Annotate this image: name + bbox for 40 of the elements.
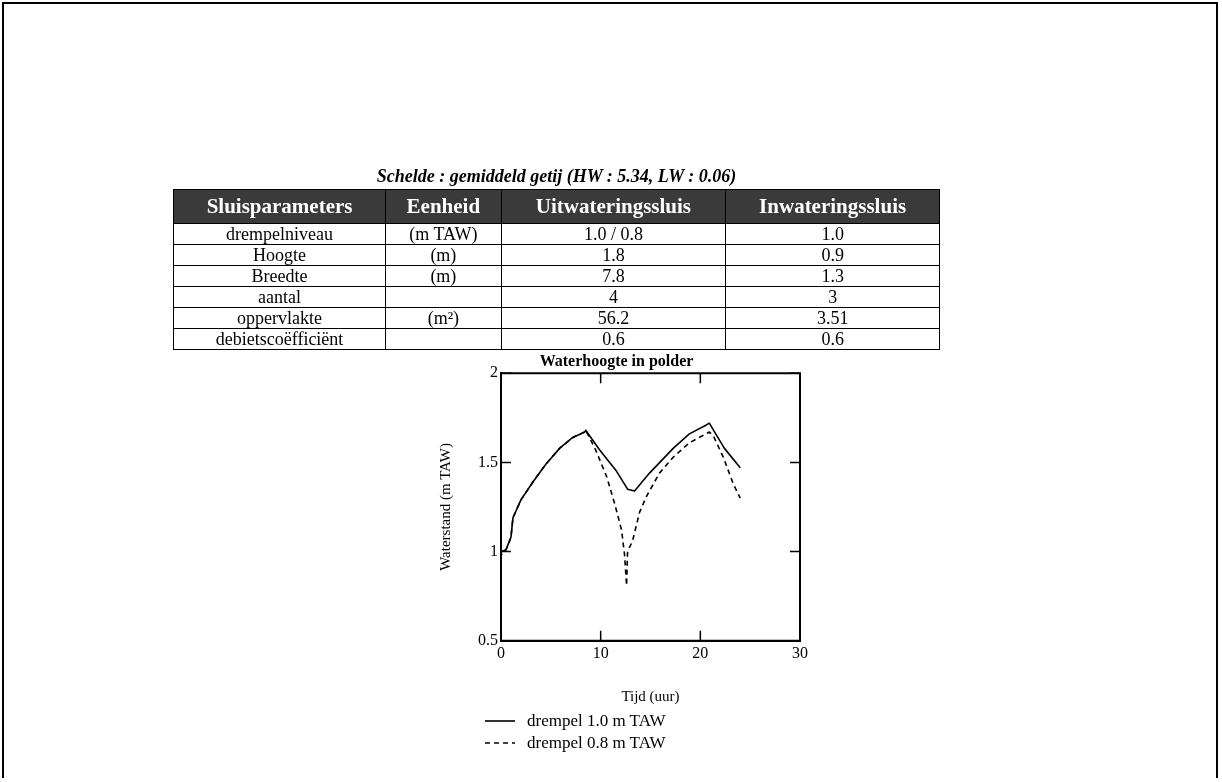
text: 1.8 [602, 245, 625, 265]
x-tick-label: 30 [792, 643, 808, 661]
text: 1.0 [821, 224, 844, 244]
text: 4 [608, 287, 618, 307]
y-tick-label: 2 [490, 363, 498, 381]
text: 3 [828, 287, 838, 307]
text: 7.8 [602, 266, 625, 286]
legend-label: drempel 1.0 m TAW [527, 710, 666, 732]
y-tick-label: 1 [490, 541, 498, 559]
text: 0.9 [821, 245, 844, 265]
x-tick-label: 0 [497, 643, 505, 661]
text: 56.2 [597, 308, 630, 328]
y-tick-label: 1.5 [478, 452, 498, 470]
text: 0.6 [602, 329, 625, 349]
text: drempelniveau [226, 224, 334, 244]
text: (m²) [427, 308, 460, 328]
text: Hoogte [253, 245, 307, 265]
category-label: Uitwateringssluis [501, 189, 726, 224]
chart-title: Waterhoogte in polder [539, 351, 694, 370]
x-tick-label: 20 [692, 643, 709, 661]
legend-label: drempel 0.8 m TAW [527, 732, 666, 754]
text: 0.6 [821, 329, 844, 349]
text: Breedte [251, 266, 308, 286]
x-tick-label: 10 [592, 643, 609, 661]
text: Schelde : gemiddeld getij (HW : 5.34, LW : 0.06) [375, 166, 738, 187]
text: 1.3 [821, 266, 844, 286]
y-tick-label: 0.5 [478, 631, 498, 648]
text: 1.0 / 0.8 [583, 224, 643, 244]
text: 3.51 [816, 308, 849, 328]
text: debietscoëfficiënt [215, 329, 344, 349]
category-label: Eenheid [385, 189, 502, 224]
category-label: Inwateringssluis [725, 189, 940, 224]
category-label: Sluisparameters [173, 189, 386, 224]
text: oppervlakte [237, 308, 323, 328]
x-axis-title: Tijd (uur) [621, 687, 680, 705]
y-axis-title: Waterstand (m TAW) [436, 443, 454, 571]
text: (m) [430, 245, 457, 265]
text: (m TAW) [409, 224, 478, 244]
text: (m) [430, 266, 457, 286]
text: aantal [258, 287, 302, 307]
